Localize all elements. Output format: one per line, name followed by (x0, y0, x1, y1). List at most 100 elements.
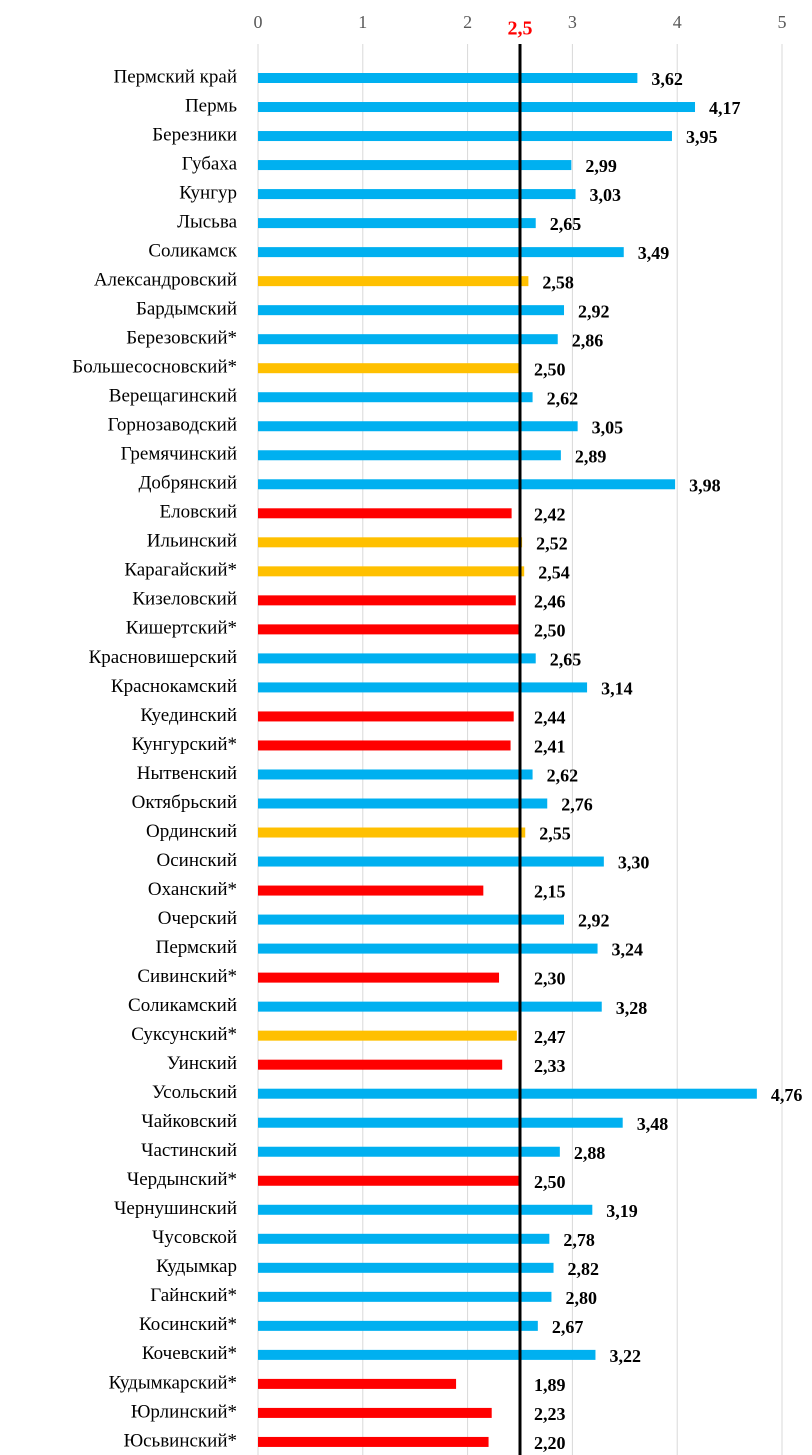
category-label: Большесосновский* (72, 357, 237, 378)
category-label: Сивинский* (137, 966, 237, 987)
bar (258, 566, 525, 577)
bar (258, 1320, 538, 1331)
value-label: 3,28 (616, 998, 648, 1018)
value-label: 2,46 (534, 591, 566, 611)
category-label: Кудымкарский* (109, 1372, 237, 1393)
value-label: 3,98 (689, 475, 721, 495)
category-label: Ординский (146, 821, 237, 842)
bar (258, 479, 676, 490)
x-tick-label: 0 (254, 12, 263, 32)
category-label: Соликамск (148, 240, 237, 261)
category-label: Нытвенский (137, 763, 237, 784)
bar (258, 102, 696, 113)
reference-label: 2,5 (508, 18, 533, 40)
value-label: 2,15 (534, 882, 566, 902)
category-label: Бардымский (136, 299, 237, 320)
value-label: 2,65 (550, 214, 582, 234)
bar (258, 682, 588, 693)
bar (258, 1262, 554, 1273)
category-label: Кунгурский* (132, 734, 237, 755)
value-label: 4,76 (771, 1085, 803, 1105)
bar (258, 914, 565, 925)
value-label: 3,24 (612, 940, 644, 960)
bar (258, 885, 484, 896)
bar (258, 1059, 503, 1070)
value-label: 2,50 (534, 621, 566, 641)
value-label: 3,49 (638, 243, 670, 263)
category-label: Карагайский* (124, 560, 237, 581)
value-label: 3,22 (609, 1346, 641, 1366)
bar (258, 711, 514, 722)
bar (258, 1436, 489, 1447)
x-tick-label: 4 (673, 12, 682, 32)
value-label: 3,30 (618, 853, 650, 873)
bar (258, 392, 533, 403)
value-label: 2,62 (547, 766, 579, 786)
value-label: 2,33 (534, 1056, 566, 1076)
value-label: 2,92 (578, 301, 610, 321)
value-label: 2,86 (572, 330, 604, 350)
bar (258, 276, 529, 287)
value-label: 2,42 (534, 504, 566, 524)
bar (258, 856, 604, 867)
category-label: Лысьва (177, 211, 237, 232)
bar (258, 1291, 552, 1302)
value-label: 2,55 (539, 824, 571, 844)
category-label: Краснокамский (111, 676, 237, 697)
value-label: 2,65 (550, 650, 582, 670)
category-label: Березовский* (126, 328, 237, 349)
category-label: Губаха (182, 153, 238, 174)
bar (258, 131, 672, 142)
value-label: 1,89 (534, 1375, 566, 1395)
value-label: 3,03 (590, 185, 622, 205)
category-label: Косинский* (139, 1314, 237, 1335)
bar (258, 1030, 517, 1041)
x-tick-label: 3 (568, 12, 577, 32)
value-label: 3,62 (651, 69, 683, 89)
value-label: 2,23 (534, 1404, 566, 1424)
category-label: Соликамский (128, 995, 237, 1016)
category-label: Кудымкар (156, 1256, 237, 1277)
value-label: 4,17 (709, 98, 741, 118)
category-label: Оханский* (148, 879, 237, 900)
value-label: 2,47 (534, 1027, 566, 1047)
category-label: Суксунский* (131, 1024, 237, 1045)
bar (258, 73, 638, 83)
bar (258, 1349, 596, 1360)
value-label: 3,48 (637, 1114, 669, 1134)
bar (258, 653, 536, 664)
value-label: 2,41 (534, 737, 566, 757)
category-label: Чусовской (152, 1227, 237, 1248)
value-label: 2,89 (575, 446, 607, 466)
category-label: Гайнский* (150, 1285, 237, 1306)
value-label: 2,99 (585, 156, 617, 176)
value-label: 2,54 (538, 562, 570, 582)
category-label: Горнозаводский (108, 415, 237, 436)
bar (258, 421, 578, 432)
value-label: 2,50 (534, 359, 566, 379)
value-label: 2,30 (534, 969, 566, 989)
bar (258, 218, 536, 229)
bar (258, 334, 558, 345)
bar (258, 160, 572, 171)
value-label: 2,62 (547, 388, 579, 408)
category-label: Ильинский (147, 531, 237, 552)
bar (258, 189, 576, 200)
bar (258, 769, 533, 780)
category-label: Чернушинский (114, 1198, 237, 1219)
category-label: Кизеловский (132, 589, 237, 610)
category-label: Гремячинский (121, 444, 237, 465)
x-tick-label: 1 (358, 12, 367, 32)
value-label: 2,52 (536, 533, 568, 553)
bar (258, 1001, 602, 1012)
value-label: 2,20 (534, 1433, 566, 1453)
bar (258, 1378, 457, 1389)
category-label: Красновишерский (89, 647, 237, 668)
category-label: Очерский (158, 908, 237, 929)
value-label: 2,44 (534, 708, 566, 728)
bar (258, 798, 548, 809)
category-label: Кочевский* (142, 1343, 237, 1364)
value-label: 3,05 (592, 417, 624, 437)
bar (258, 363, 520, 374)
